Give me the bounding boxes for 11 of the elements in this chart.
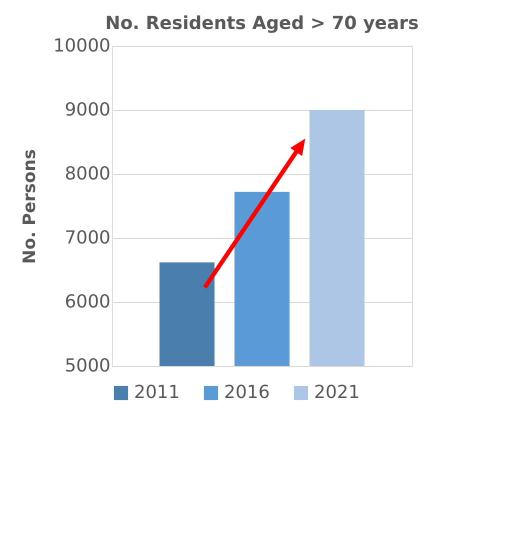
y-axis-title: No. Persons: [20, 149, 40, 264]
legend-label: 2011: [134, 382, 180, 403]
y-tick-label: 6000: [64, 292, 110, 312]
chart-title: No. Residents Aged > 70 years: [105, 13, 419, 34]
legend-label: 2016: [224, 382, 270, 403]
y-tick-label: 7000: [64, 228, 110, 248]
y-tick-label: 10000: [53, 36, 110, 56]
y-tick-label: 5000: [64, 356, 110, 376]
y-tick-label: 8000: [64, 164, 110, 184]
y-tick-label: 9000: [64, 100, 110, 120]
legend-label: 2021: [314, 382, 360, 403]
